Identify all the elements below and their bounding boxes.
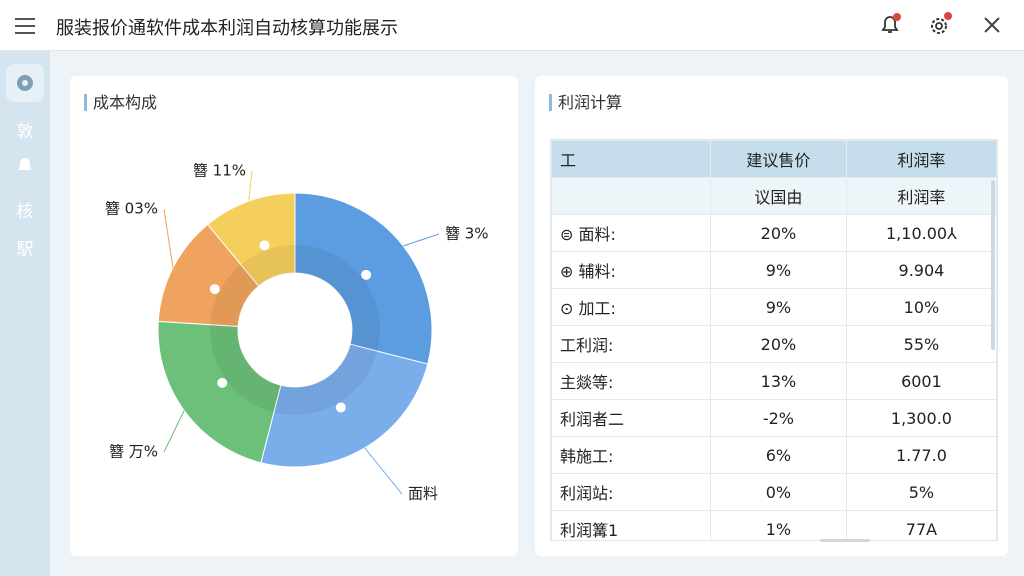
donut-segment xyxy=(206,192,296,287)
segment-label: 簪 03% xyxy=(105,200,158,218)
table-cell: -2% xyxy=(710,399,847,437)
table-cell: 10% xyxy=(845,288,997,326)
table-row: 韩施工: 6% 1.77.0 xyxy=(551,436,997,474)
segment-label: 面料 xyxy=(408,485,438,503)
table-cell: 利润率 xyxy=(845,140,997,178)
table-cell: 1.77.0 xyxy=(845,436,997,474)
leader-line xyxy=(403,233,440,247)
table-cell: 利润率 xyxy=(845,177,997,215)
table-cell: ⊕ 辅料: xyxy=(551,251,711,289)
notification-button[interactable] xyxy=(878,13,902,37)
segment-label: 簪 3% xyxy=(445,225,489,243)
card-title: 利润计算 xyxy=(549,94,622,111)
leader-line xyxy=(364,447,403,495)
donut-hole-ring xyxy=(210,245,380,415)
leader-line xyxy=(163,208,174,268)
leader-line xyxy=(163,410,185,453)
table-cell: 6001 xyxy=(845,362,997,400)
table-cell: 利润者二 xyxy=(551,399,711,437)
table-row: ⊕ 辅料: 9% 9.904 xyxy=(551,251,997,289)
table-cell xyxy=(551,177,711,215)
table-cell: 韩施工: xyxy=(551,436,711,474)
table-cell: 55% xyxy=(845,325,997,363)
profit-table: 工建议售价 利润率 议国由 利润率 ⊜ 面料: 20% 1,10.00⅄ ⊕ 辅料: 9% 9.9… xyxy=(551,140,997,540)
table-wrap: 工建议售价 利润率 议国由 利润率 ⊜ 面料: 20% 1,10.00⅄ ⊕ 辅料: 9% 9.9… xyxy=(550,139,998,541)
table-cell: 1% xyxy=(710,510,847,540)
table-row: 利润篝1 1% 77A xyxy=(551,510,997,540)
table-cell: 9% xyxy=(710,251,847,289)
donut-chart: 簪 3% 面料 簪 万% 簪 03% 簪 11% xyxy=(105,162,489,503)
leader-line xyxy=(248,170,253,202)
table-cell: 利润篝1 xyxy=(551,510,711,540)
top-bar: 服装报价通软件成本利润自动核算功能展示 xyxy=(0,0,1024,51)
close-button[interactable] xyxy=(982,15,1002,35)
scrollbar[interactable] xyxy=(991,180,995,350)
table-cell: 6% xyxy=(710,436,847,474)
segment-icon xyxy=(361,269,372,280)
settings-nav[interactable] xyxy=(6,64,44,102)
table-cell: 20% xyxy=(710,325,847,363)
table-row: ⊙ 加工: 9% 10% xyxy=(551,288,997,326)
segment-icon xyxy=(335,402,346,413)
donut-segment xyxy=(157,320,282,464)
table-cell: 77A xyxy=(845,510,997,540)
table-row: 主燚等: 13% 6001 xyxy=(551,362,997,400)
table-cell: 1,10.00⅄ xyxy=(845,214,997,252)
table-row: 议国由 利润率 xyxy=(551,177,997,215)
table-cell: 工 xyxy=(551,140,711,178)
table-cell: 0% xyxy=(710,473,847,511)
sidebar: 敦 核 駅 xyxy=(0,51,50,576)
cost-card: 成本构成 簪 3% 面料 簪 万% 簪 03% 簪 11% xyxy=(70,76,518,556)
profit-card: 利润计算 工建议售价 利润率 议国由 利润率 ⊜ 面料: 20% 1,10.00⅄ ⊕ 辅料:… xyxy=(535,76,1008,556)
segment-icon xyxy=(259,240,270,251)
table-cell: 9.904 xyxy=(845,251,997,289)
table-cell: 5% xyxy=(845,473,997,511)
segment-label: 簪 万% xyxy=(109,443,158,461)
table-row: 利润者二 -2% 1,300.0 xyxy=(551,399,997,437)
table-cell: 主燚等: xyxy=(551,362,711,400)
segment-label: 簪 11% xyxy=(193,162,246,180)
card-title: 成本构成 xyxy=(84,94,157,111)
scrollbar[interactable] xyxy=(820,539,870,542)
table-cell: 20% xyxy=(710,214,847,252)
table-cell: 1,300.0 xyxy=(845,399,997,437)
table-row: 工建议售价 利润率 xyxy=(551,140,997,178)
table-cell: 13% xyxy=(710,362,847,400)
table-cell: ⊜ 面料: xyxy=(551,214,711,252)
table-cell: 工利润: xyxy=(551,325,711,363)
table-row: ⊜ 面料: 20% 1,10.00⅄ xyxy=(551,214,997,252)
table-cell: 议国由 xyxy=(710,177,847,215)
bell-nav[interactable] xyxy=(15,155,35,175)
table-cell: 利润站: xyxy=(551,473,711,511)
segment-icon xyxy=(217,377,228,388)
table-cell: 建议售价 xyxy=(710,140,847,178)
segment-icon xyxy=(209,284,220,295)
table-cell: ⊙ 加工: xyxy=(551,288,711,326)
settings-button[interactable] xyxy=(927,12,953,38)
page-title: 服装报价通软件成本利润自动核算功能展示 xyxy=(56,18,398,39)
menu-button[interactable] xyxy=(13,16,37,36)
table-row: 工利润: 20% 55% xyxy=(551,325,997,363)
nav-item[interactable]: 敦 xyxy=(16,122,34,142)
nav-item[interactable]: 駅 xyxy=(16,240,34,260)
table-row: 利润站: 0% 5% xyxy=(551,473,997,511)
nav-item[interactable]: 核 xyxy=(16,202,34,222)
table-cell: 9% xyxy=(710,288,847,326)
